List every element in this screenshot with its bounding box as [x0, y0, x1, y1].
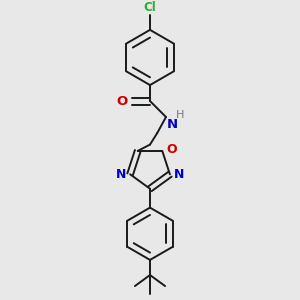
Text: O: O: [167, 143, 177, 156]
Text: N: N: [116, 168, 126, 181]
Text: Cl: Cl: [144, 1, 156, 14]
Text: N: N: [167, 118, 178, 131]
Text: H: H: [176, 110, 184, 120]
Text: O: O: [116, 94, 128, 107]
Text: N: N: [174, 168, 184, 181]
